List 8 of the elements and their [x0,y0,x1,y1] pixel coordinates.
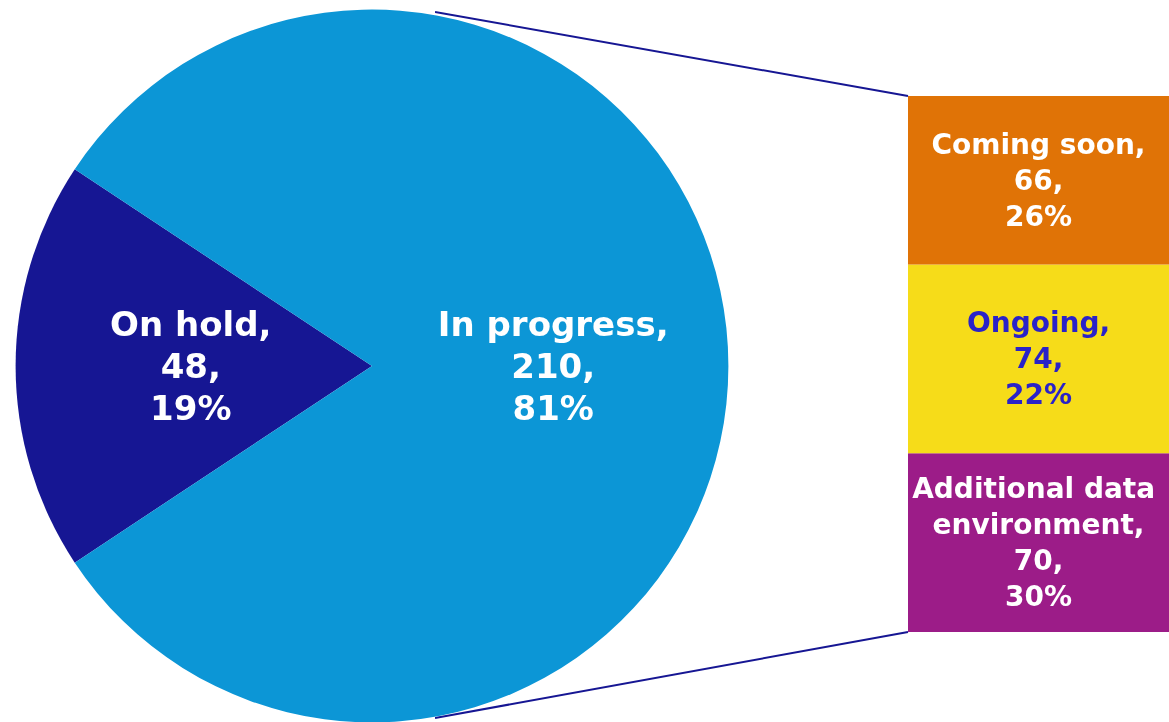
series-label: Coming soon, [931,127,1146,161]
data-label: 66, 26% [1004,163,1073,233]
data-label: 74, 22% [1004,342,1073,412]
slice-label: In progress, 210, 81% [437,304,669,428]
slice-label: On hold, 48, 19% [110,304,272,428]
series-label: Additional data environment, [912,472,1165,542]
data-label: 70, 30% [1004,544,1073,614]
series-label: Ongoing, [966,306,1111,340]
